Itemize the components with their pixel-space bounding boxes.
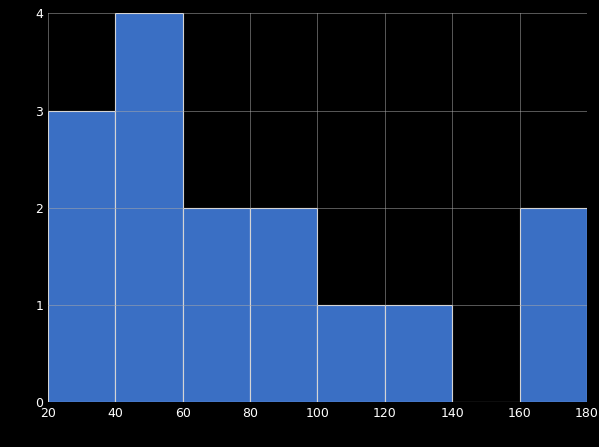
Bar — [385, 305, 452, 402]
Bar — [317, 305, 385, 402]
Bar — [48, 111, 115, 402]
Bar — [520, 208, 587, 402]
Bar — [115, 13, 183, 402]
Bar — [183, 208, 250, 402]
Bar — [250, 208, 317, 402]
